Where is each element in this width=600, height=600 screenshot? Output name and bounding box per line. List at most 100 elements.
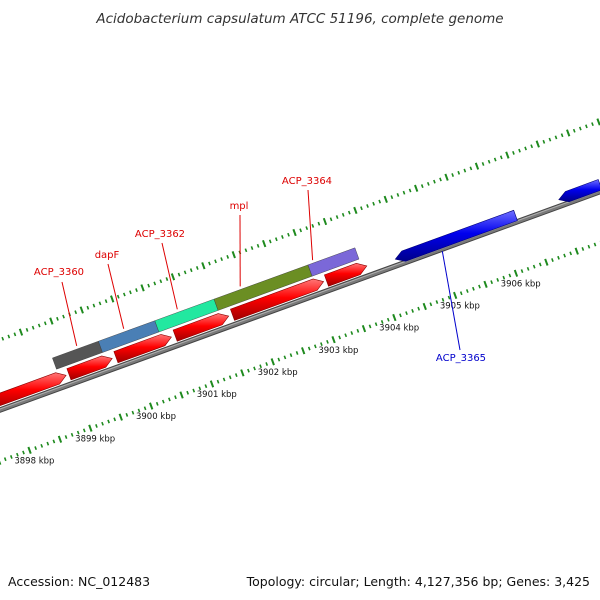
lower-scale-tick [125,412,129,417]
upper-scale-tick [444,173,449,181]
upper-scale-tick [177,272,181,277]
upper-scale-tick [414,184,419,192]
upper-scale-tick [451,173,455,177]
lower-scale-tick [161,399,165,404]
lower-scale-tick [259,364,262,369]
upper-scale-tick [256,243,260,248]
lower-scale-tick [155,401,159,406]
upper-scale-tick [366,204,369,208]
lower-scale-tick [57,435,63,443]
upper-scale-tick [122,292,126,297]
upper-scale-tick [153,281,157,286]
upper-scale-tick [195,266,199,270]
forward-cds-arrow [230,278,325,321]
lower-scale-tick [168,397,171,402]
upper-scale-tick [311,223,315,228]
lower-scale-tick [574,247,579,255]
upper-scale-tick [231,251,236,259]
upper-scale-tick [244,248,248,253]
lower-scale-tick [520,269,524,274]
upper-scale-tick [268,239,272,244]
lower-scale-tick [253,366,256,371]
upper-scale-tick [402,190,406,195]
lower-scale-tick [34,446,38,451]
map-title: Acidobacterium capsulatum ATCC 51196, co… [95,11,503,27]
lower-scale-tick [22,450,25,455]
lower-scale-tick [40,443,44,448]
lower-scale-tick [331,336,336,344]
lower-scale-tick [526,266,530,271]
forward-cds-arrow [66,355,113,381]
upper-scale-tick [469,166,473,171]
upper-scale-tick [390,195,394,200]
lower-scale-tick [192,388,196,393]
upper-scale-tick [518,148,521,153]
upper-scale-tick [74,310,78,315]
upper-scale-tick [292,228,297,237]
upper-scale-tick [18,328,24,336]
upper-scale-tick [512,150,515,155]
lower-scale-tick [361,324,367,333]
lower-scale-tick [283,355,287,360]
gene-label: ACP_3360 [34,267,84,278]
feature-layer [52,247,360,370]
upper-scale-tick [214,259,217,264]
lower-scale-tick [70,432,74,437]
lower-scale-tick [478,284,481,289]
forward-cds-arrow [324,262,368,287]
upper-scale-tick [474,162,480,170]
gene-label-leader [441,251,461,351]
lower-scale-tick [247,368,250,373]
reverse-cds-arrow [558,179,600,203]
upper-scale-tick [383,195,388,203]
lower-scale-tick [95,424,98,428]
upper-scale-tick [433,179,436,184]
upper-scale-tick [104,299,108,304]
lower-scale-tick [386,317,390,322]
gene-layer [0,179,600,407]
lower-scale-tick [82,428,86,433]
lower-scale-tick [265,362,269,366]
lower-scale-tick [118,413,123,421]
upper-scale-tick [566,129,571,137]
upper-scale-tick [596,118,600,126]
lower-scale-tick [538,262,542,267]
lower-scale-tick [3,457,7,462]
upper-scale-tick [542,139,546,144]
backbone-layer [0,188,600,413]
upper-scale-tick [274,237,278,242]
lower-scale-tick [587,244,591,249]
lower-scale-tick [143,406,147,411]
lower-scale-tick [513,269,519,277]
lower-scale-tick [563,253,566,258]
scale-label: 3905 kbp [440,302,480,312]
scale-label: 3901 kbp [197,390,237,400]
gene-label: ACP_3365 [436,353,486,364]
upper-scale-tick [463,168,467,173]
label-layer: 3898 kbp 3899 kbp 3900 kbp 3901 kbp 3902 kbp… [14,176,540,467]
upper-scale-tick [378,199,382,204]
upper-scale-tick [183,270,187,275]
lower-scale-tick [435,300,439,304]
upper-scale-tick [548,137,552,142]
upper-scale-tick [110,295,115,303]
upper-scale-tick [147,283,151,288]
upper-scale-tick [554,135,558,140]
upper-scale-tick [25,327,29,332]
upper-scale-tick [487,159,491,164]
lower-scale-tick [326,339,329,344]
lower-scale-tick [472,286,475,291]
gene-label-leader [61,281,78,347]
lower-scale-tick [581,247,585,251]
lower-scale-tick [204,384,208,389]
forward-cds-arrow [113,334,172,364]
upper-scale-tick [1,336,5,341]
lower-scale-tick [502,275,506,280]
upper-scale-tick [499,155,503,160]
lower-scale-tick [16,452,19,457]
upper-scale-tick [347,210,351,215]
accession-text: Accession: NC_012483 [8,574,150,589]
upper-scale-tick [341,212,345,217]
lower-scale-tick [295,351,299,355]
lower-scale-tick [338,335,341,340]
